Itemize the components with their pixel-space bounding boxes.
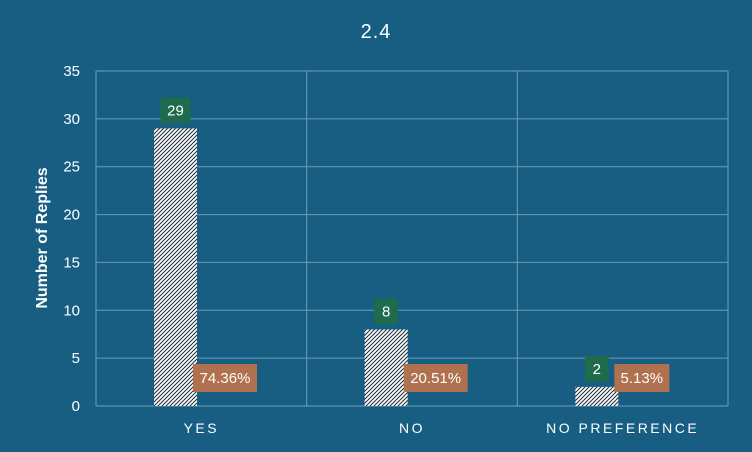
count-label: 29 <box>167 102 184 119</box>
y-tick-label: 15 <box>63 254 80 271</box>
y-axis-ticks: 0 5 10 15 20 25 30 35 <box>63 63 80 415</box>
chart-title: 2.4 <box>361 21 392 43</box>
bars <box>154 128 619 406</box>
y-tick-label: 35 <box>63 63 80 80</box>
x-category-label: NO <box>399 420 425 436</box>
y-tick-label: 0 <box>72 398 80 415</box>
count-label: 2 <box>593 361 601 378</box>
x-category-label: YES <box>184 420 220 436</box>
percent-label: 20.51% <box>410 370 461 387</box>
bar-no-preference <box>575 386 619 406</box>
y-tick-label: 20 <box>63 207 80 224</box>
x-category-label: NO PREFERENCE <box>546 420 699 436</box>
bar-no <box>364 329 408 406</box>
y-axis-label: Number of Replies <box>34 167 51 308</box>
bar-yes <box>154 128 197 406</box>
count-label-box <box>374 298 399 325</box>
percent-label-box <box>193 364 257 392</box>
count-label-box <box>160 97 191 124</box>
y-tick-label: 5 <box>72 350 80 367</box>
gridlines <box>95 70 729 407</box>
y-tick-label: 30 <box>63 111 80 128</box>
percent-label-box <box>403 364 468 392</box>
count-label: 8 <box>382 303 390 320</box>
percent-label: 74.36% <box>200 370 251 387</box>
x-axis-categories: YES NO NO PREFERENCE <box>184 420 699 436</box>
percent-label-box <box>614 364 670 392</box>
y-tick-label: 10 <box>63 302 80 319</box>
y-tick-label: 25 <box>63 159 80 176</box>
data-labels: 29 74.36% 8 20.51% 2 5.13% <box>160 97 670 392</box>
percent-label: 5.13% <box>621 370 664 387</box>
count-label-box <box>584 355 609 382</box>
